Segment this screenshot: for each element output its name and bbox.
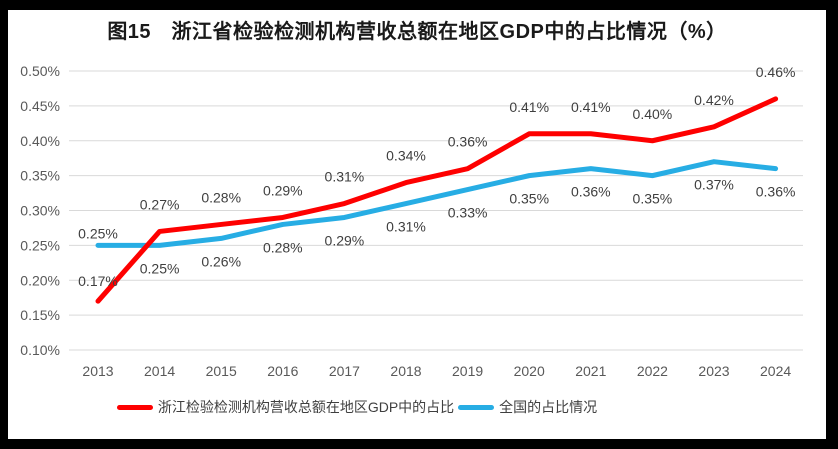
data-point-label: 0.27% [140,196,180,212]
legend-line-swatch-icon [458,404,495,410]
x-axis-tick-label: 2019 [452,363,483,379]
x-axis-tick-label: 2021 [575,363,606,379]
data-point-label: 0.35% [509,191,549,207]
data-point-label: 0.25% [78,225,118,241]
chart-legend: 浙江检验检测机构营收总额在地区GDP中的占比 全国的占比情况 [8,397,766,417]
y-axis-tick-label: 0.40% [20,133,60,149]
data-point-label: 0.41% [509,99,549,115]
data-point-label: 0.37% [694,177,734,193]
data-point-label: 0.36% [448,134,488,150]
data-point-label: 0.40% [633,106,673,122]
chart-panel: 图15 浙江省检验检测机构营收总额在地区GDP中的占比情况（%） 0.50% 0.… [8,10,826,439]
x-axis-tick-label: 2022 [637,363,668,379]
data-point-label: 0.46% [756,64,796,80]
y-axis-tick-label: 0.10% [20,342,60,358]
x-axis-tick-label: 2024 [760,363,791,379]
y-axis-tick-label: 0.20% [20,272,60,288]
y-axis-tick-label: 0.15% [20,307,60,323]
x-axis-tick-label: 2023 [698,363,729,379]
data-point-label: 0.41% [571,99,611,115]
data-point-label: 0.33% [448,205,488,221]
series-line [95,159,779,248]
data-point-label: 0.31% [386,219,426,235]
x-axis-tick-label: 2015 [206,363,237,379]
line-chart: 0.50% 0.45% 0.40% 0.35% 0.30% 0.25% 0.20% 0.15%… [20,63,803,379]
data-point-label: 0.25% [140,260,180,276]
legend-label: 全国的占比情况 [499,399,598,415]
y-axis-tick-label: 0.50% [20,63,60,79]
data-point-label: 0.29% [325,232,365,248]
data-point-label: 0.26% [201,253,241,269]
x-axis-tick-label: 2018 [390,363,421,379]
data-point-label: 0.35% [633,191,673,207]
x-axis-tick-label: 2014 [144,363,175,379]
y-axis-tick-label: 0.45% [20,98,60,114]
x-axis-tick-label: 2017 [329,363,360,379]
y-axis-tick-label: 0.30% [20,203,60,219]
data-point-label: 0.36% [571,184,611,200]
data-point-label: 0.34% [386,148,426,164]
x-axis-tick-label: 2020 [514,363,545,379]
data-point-label: 0.31% [325,169,365,185]
data-point-label: 0.28% [201,189,241,205]
data-point-label: 0.28% [263,239,303,255]
series-line [95,96,779,304]
x-axis-tick-label: 2016 [267,363,298,379]
legend-line-swatch-icon [116,404,153,410]
data-point-label: 0.36% [756,184,796,200]
x-axis-tick-label: 2013 [82,363,113,379]
y-axis-tick-label: 0.25% [20,237,60,253]
data-point-label: 0.42% [694,92,734,108]
legend-label: 浙江检验检测机构营收总额在地区GDP中的占比 [157,399,455,415]
legend-item: 浙江检验检测机构营收总额在地区GDP中的占比 [116,397,455,417]
data-point-label: 0.17% [78,273,118,289]
legend-item: 全国的占比情况 [458,397,597,417]
data-point-label: 0.29% [263,182,303,198]
y-axis-tick-label: 0.35% [20,168,60,184]
chart-title: 图15 浙江省检验检测机构营收总额在地区GDP中的占比情况（%） [107,21,727,43]
